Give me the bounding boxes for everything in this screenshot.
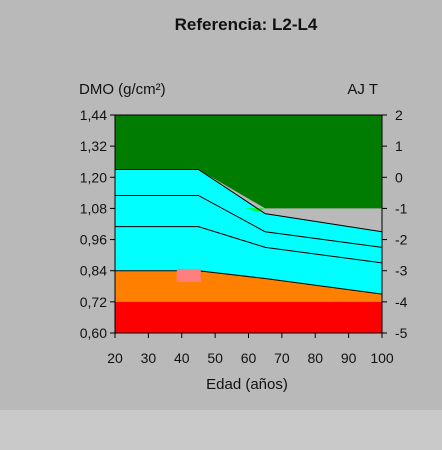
x-tick-label-6: 80 bbox=[307, 350, 323, 366]
x-tick-label-5: 70 bbox=[274, 350, 290, 366]
y2-tick-label-4: -2 bbox=[395, 232, 408, 248]
x-tick-label-4: 60 bbox=[241, 350, 257, 366]
x-tick-label-1: 30 bbox=[141, 350, 157, 366]
y2-tick-label-1: 1 bbox=[395, 138, 403, 154]
y-tick-label-5: 0,84 bbox=[80, 263, 107, 279]
y2-tick-label-3: -1 bbox=[395, 200, 408, 216]
patient-marker bbox=[176, 268, 201, 282]
x-axis-label: Edad (años) bbox=[206, 376, 288, 393]
y2-axis-label: AJ T bbox=[347, 81, 378, 98]
y-axis-label: DMO (g/cm²) bbox=[79, 81, 166, 98]
band-7 bbox=[115, 301, 382, 333]
y2-tick-label-2: 0 bbox=[395, 169, 403, 185]
y-tick-label-6: 0,72 bbox=[80, 294, 107, 310]
reference-line-3 bbox=[115, 270, 383, 295]
x-tick-label-8: 100 bbox=[370, 350, 394, 366]
band-1 bbox=[115, 169, 382, 232]
y2-tick-label-7: -5 bbox=[395, 325, 408, 341]
x-tick-label-0: 20 bbox=[107, 350, 123, 366]
bottom-strip bbox=[0, 410, 442, 450]
band-5 bbox=[115, 226, 382, 295]
band-0 bbox=[115, 115, 382, 209]
y-tick-label-7: 0,60 bbox=[80, 325, 107, 341]
plot-area bbox=[114, 114, 383, 334]
y-tick-label-2: 1,20 bbox=[80, 169, 107, 185]
tick-labels: 20 30 40 50 60 70 80 90 1001,441,321,201,080,960… bbox=[80, 107, 408, 366]
y-tick-label-3: 1,08 bbox=[80, 200, 107, 216]
chart-title: Referencia: L2-L4 bbox=[175, 15, 318, 34]
band-3 bbox=[115, 195, 382, 263]
y-tick-label-1: 1,32 bbox=[80, 138, 107, 154]
y2-tick-label-0: 2 bbox=[395, 107, 403, 123]
x-tick-label-2: 40 bbox=[174, 350, 190, 366]
y-tick-label-0: 1,44 bbox=[80, 107, 107, 123]
reference-line-1 bbox=[115, 194, 383, 248]
y2-tick-label-5: -3 bbox=[395, 263, 408, 279]
y2-tick-label-6: -4 bbox=[395, 294, 408, 310]
y-tick-label-4: 0,96 bbox=[80, 232, 107, 248]
reference-line-0 bbox=[115, 169, 383, 233]
x-tick-label-3: 50 bbox=[207, 350, 223, 366]
x-tick-label-7: 90 bbox=[341, 350, 357, 366]
reference-line-2 bbox=[115, 226, 383, 264]
